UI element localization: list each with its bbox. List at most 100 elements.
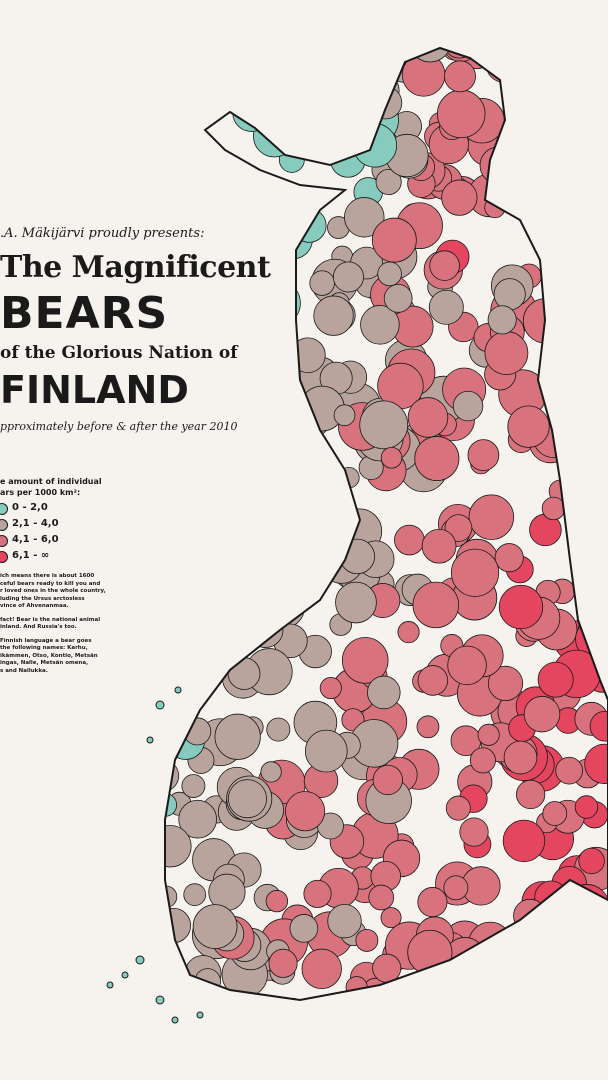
bear: [444, 957, 471, 985]
bear: [568, 341, 606, 378]
bear: [584, 48, 608, 70]
subtitle: pproximately before & after the year 201…: [0, 420, 238, 433]
note-line: s and Nallukka.: [0, 667, 48, 674]
bear: [484, 196, 506, 219]
bear: [283, 516, 330, 563]
bear: [416, 715, 440, 739]
bear: [332, 261, 364, 293]
note-line: Finnish language a bear goes: [0, 637, 92, 644]
bear: [303, 879, 332, 908]
bear: [556, 80, 598, 122]
bear: [414, 436, 460, 482]
bear: [285, 791, 326, 832]
bear: [441, 179, 478, 216]
bear: [559, 54, 587, 82]
bear: [431, 991, 468, 1000]
bear: [335, 581, 377, 624]
legend-swatch: [0, 503, 8, 515]
bear: [288, 487, 310, 509]
bear: [545, 360, 574, 388]
bear: [421, 528, 457, 564]
bear: [507, 405, 550, 448]
bear: [487, 305, 517, 335]
bear: [165, 550, 187, 573]
bear: [317, 113, 345, 142]
bear: [588, 982, 608, 1000]
bear: [586, 347, 608, 371]
bear: [181, 164, 212, 195]
legend-title-line: ars per 1000 km²:: [0, 488, 81, 497]
bear: [584, 743, 608, 784]
bear: [272, 447, 316, 491]
bear: [397, 621, 420, 644]
bear: [543, 152, 570, 179]
bear: [253, 114, 296, 158]
bear: [445, 795, 471, 821]
bear: [469, 747, 496, 774]
bear: [210, 48, 260, 68]
bear: [586, 109, 608, 132]
bear: [214, 713, 261, 760]
bear: [572, 48, 603, 57]
bear: [513, 898, 547, 933]
note-line: ikämmen, Otso, Kontio, Metsän: [0, 652, 98, 659]
bear: [523, 695, 561, 733]
bear: [165, 580, 182, 620]
bear: [218, 608, 242, 632]
bear: [485, 48, 522, 83]
bear: [165, 566, 194, 607]
bear: [383, 978, 428, 1000]
bear: [587, 346, 608, 379]
bear: [501, 49, 531, 79]
bear: [565, 48, 596, 58]
bear: [377, 261, 402, 287]
bear: [209, 185, 245, 220]
bear: [587, 435, 608, 473]
note-line: ich means there is about 1600: [0, 573, 95, 579]
bear: [577, 373, 608, 420]
bear: [372, 764, 403, 796]
bear: [289, 914, 319, 943]
bear: [165, 494, 186, 521]
bear: [165, 514, 177, 544]
bear: [290, 337, 326, 374]
bear: [459, 817, 489, 847]
bear: [505, 162, 527, 183]
bear: [172, 78, 208, 114]
bear: [587, 529, 608, 556]
bear: [207, 585, 245, 622]
note-line: vince of Ahvenanmaa.: [0, 603, 69, 609]
bear: [249, 576, 275, 601]
title-finland: FINLAND: [0, 368, 189, 412]
bear: [502, 952, 539, 989]
bear: [225, 65, 247, 87]
bear: [313, 295, 354, 336]
bear: [518, 48, 566, 94]
bear: [537, 661, 574, 698]
bear: [300, 128, 326, 155]
legend-swatch: [0, 519, 8, 531]
bear: [443, 875, 469, 901]
bear: [295, 486, 317, 509]
bear: [369, 86, 403, 120]
bear: [255, 532, 283, 560]
bear: [444, 60, 476, 93]
bear: [217, 194, 249, 226]
bear: [562, 74, 592, 103]
bear: [333, 404, 356, 427]
bear: [500, 48, 534, 72]
bear: [505, 151, 539, 185]
bear: [260, 761, 282, 783]
bear: [309, 270, 335, 296]
bear: [287, 48, 330, 88]
bear: [581, 48, 608, 65]
bear: [167, 621, 213, 667]
bear: [192, 904, 238, 949]
bear: [559, 415, 593, 448]
bear: [452, 390, 484, 422]
bear: [498, 584, 544, 630]
bear: [236, 401, 278, 443]
bear: [241, 546, 285, 590]
bear: [487, 665, 524, 702]
bear: [555, 756, 583, 785]
